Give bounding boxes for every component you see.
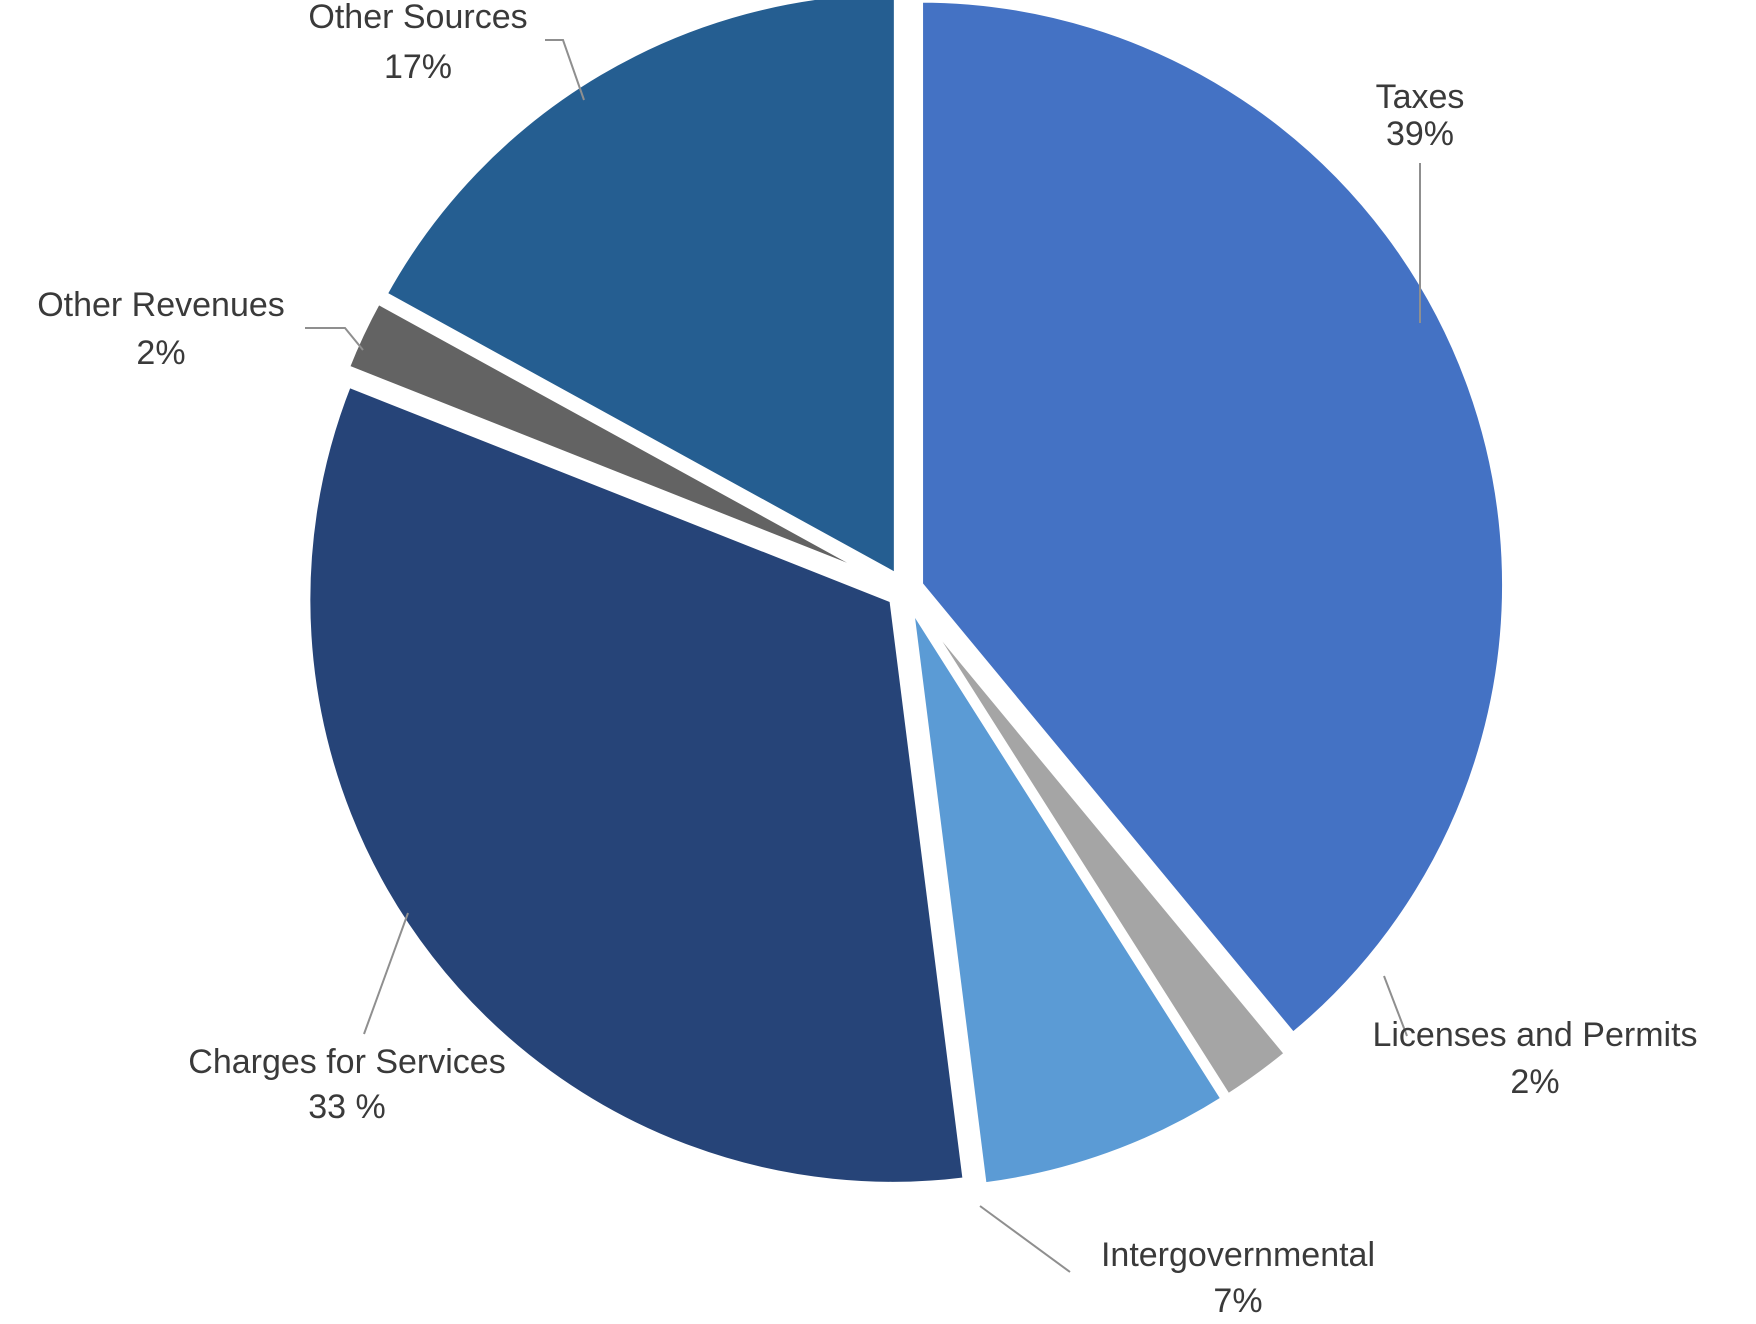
pie-slice-licenses-and-permits (911, 601, 1292, 1102)
slice-value-label: 17% (384, 48, 452, 86)
slice-value-label: 2% (1510, 1063, 1559, 1101)
leader-line-licenses-and-permits (1383, 975, 1408, 1037)
slice-category-label: Other Revenues (37, 286, 285, 324)
slice-value-label: 33 % (308, 1088, 386, 1126)
slice-category-label: Intergovernmental (1101, 1236, 1375, 1274)
pie-slice-charges-for-services (304, 380, 970, 1188)
pie-slice-other-sources (380, 0, 900, 582)
pie-slice-taxes (917, 0, 1509, 1040)
pie-slice-other-revenues (342, 297, 892, 586)
leader-line-charges-for-services (363, 912, 409, 1035)
leader-line-other-sources (545, 39, 585, 101)
slice-value-label: 2% (136, 334, 185, 372)
leader-line-intergovernmental (979, 1205, 1071, 1273)
slice-category-label: Other Sources (308, 0, 527, 36)
pie-slice-intergovernmental (907, 603, 1229, 1189)
slice-value-label: 39% (1386, 115, 1454, 153)
leader-lines-layer (305, 39, 1421, 1273)
slices-layer (304, 0, 1509, 1189)
slice-category-label: Charges for Services (188, 1043, 505, 1081)
slice-category-label: Licenses and Permits (1372, 1016, 1697, 1054)
leader-line-other-revenues (305, 327, 364, 351)
slice-category-label: Taxes (1376, 78, 1465, 116)
slice-value-label: 7% (1213, 1282, 1262, 1320)
